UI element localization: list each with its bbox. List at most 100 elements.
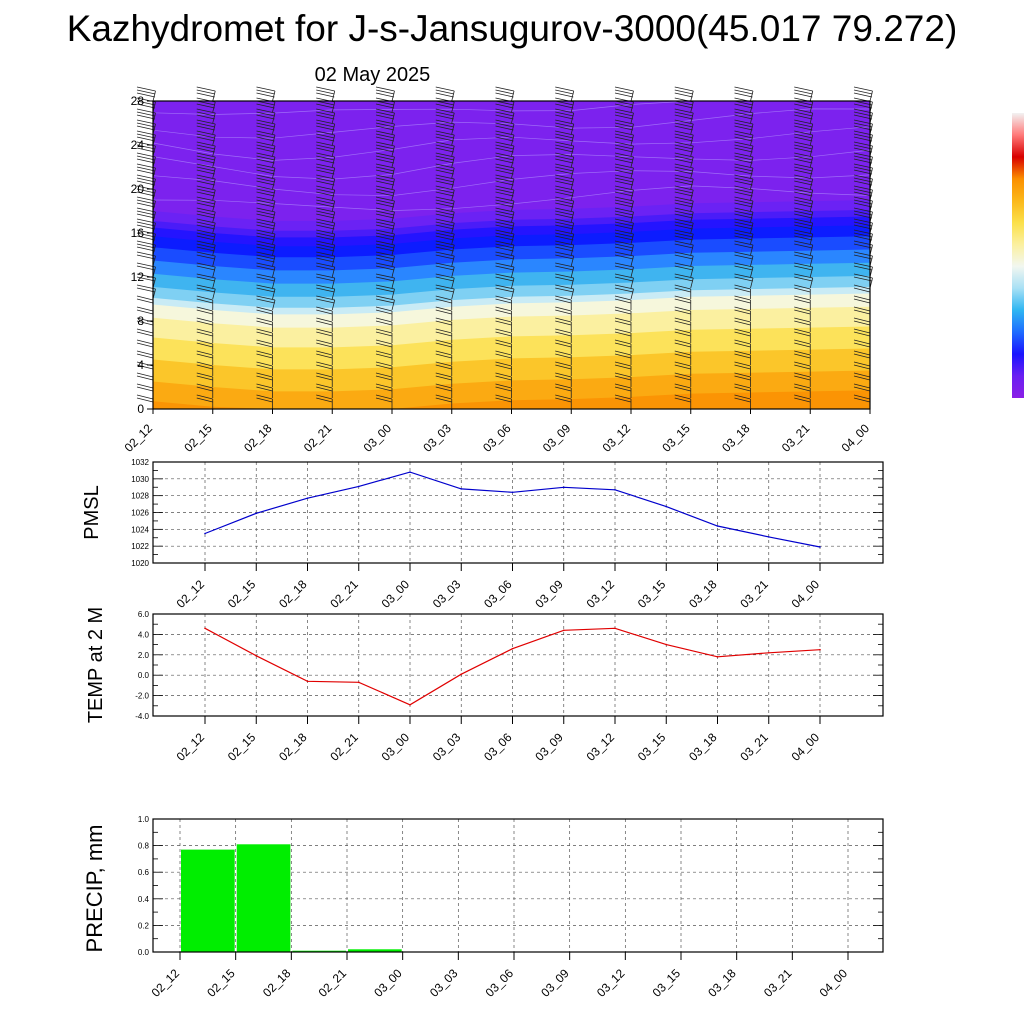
wind-barb-feather xyxy=(614,339,632,345)
wind-barb-feather xyxy=(853,386,871,392)
wind-barb-feather xyxy=(794,147,813,153)
heatmap-x-tick-label: 03_12 xyxy=(600,421,634,455)
temp-y-tick-label: -4.0 xyxy=(135,712,149,721)
wind-barb xyxy=(212,255,216,267)
wind-barb-feather xyxy=(256,144,275,150)
heatmap-y-tick-label: 28 xyxy=(131,94,145,108)
wind-barb-feather xyxy=(614,92,634,98)
wind-barb xyxy=(511,244,515,256)
wind-barb-feather xyxy=(614,243,634,249)
wind-barb-feather xyxy=(674,320,691,326)
wind-barb-feather xyxy=(853,383,871,389)
wind-barb-feather xyxy=(734,328,751,334)
wind-barb-feather xyxy=(316,240,335,246)
wind-barb-feather xyxy=(853,375,871,381)
wind-barb-feather xyxy=(794,158,813,164)
wind-barb-feather xyxy=(555,92,574,98)
wind-barb-feather xyxy=(435,254,455,260)
wind-barb-feather xyxy=(196,119,216,125)
wind-barb-feather xyxy=(614,210,634,216)
wind-barb-feather xyxy=(256,163,276,169)
wind-barb-feather xyxy=(435,213,454,219)
pmsl-point xyxy=(614,488,616,491)
wind-barb xyxy=(750,266,754,278)
wind-barb-feather xyxy=(674,342,691,348)
wind-barb-feather xyxy=(196,86,216,92)
wind-barb xyxy=(511,277,515,289)
wind-barb-feather xyxy=(853,166,873,172)
wind-barb-feather xyxy=(853,372,871,378)
wind-barb-feather xyxy=(614,287,634,293)
wind-barb-feather xyxy=(435,169,454,175)
wind-barb-feather xyxy=(674,218,694,224)
wind-barb-feather xyxy=(555,114,574,120)
wind-barb-feather xyxy=(794,339,811,345)
wind-barb-feather xyxy=(256,141,276,147)
wind-barb-feather xyxy=(555,89,574,95)
wind-barb-feather xyxy=(495,163,515,169)
wind-barb-feather xyxy=(734,125,753,131)
wind-barb-feather xyxy=(794,298,811,304)
wind-barb-feather xyxy=(435,246,454,252)
temp-point xyxy=(819,648,821,651)
wind-barb xyxy=(630,167,634,179)
wind-barb-feather xyxy=(853,394,871,400)
pmsl-x-tick-label: 03_03 xyxy=(430,577,464,611)
wind-barb-feather xyxy=(375,287,395,293)
wind-barb-feather xyxy=(734,276,753,282)
wind-barb-feather xyxy=(435,218,455,224)
wind-barb-feather xyxy=(495,350,512,356)
wind-barb-feather xyxy=(853,276,873,282)
wind-barb-feather xyxy=(316,394,333,400)
precip-x-tick-label: 02_15 xyxy=(204,966,238,1000)
wind-barb-feather xyxy=(853,133,873,139)
wind-barb-feather xyxy=(435,295,452,301)
wind-barb xyxy=(212,222,216,234)
wind-barb xyxy=(272,101,276,113)
wind-barb-feather xyxy=(794,111,813,117)
wind-barb-feather xyxy=(495,235,514,241)
wind-barb-feather xyxy=(555,166,574,172)
wind-barb-feather xyxy=(614,306,632,312)
wind-barb-feather xyxy=(674,89,694,95)
wind-barb-feather xyxy=(794,224,813,230)
wind-barb-feather xyxy=(316,243,335,249)
wind-barb-feather xyxy=(435,166,455,172)
wind-barb-feather xyxy=(435,89,455,95)
wind-barb-feather xyxy=(794,169,813,175)
wind-barb-feather xyxy=(794,331,811,337)
wind-barb-feather xyxy=(316,328,333,334)
wind-barb-feather xyxy=(734,372,751,378)
wind-barb xyxy=(331,233,336,245)
wind-barb xyxy=(690,167,694,179)
wind-barb-feather xyxy=(734,141,754,147)
wind-barb-feather xyxy=(375,218,395,224)
wind-barb-feather xyxy=(674,114,693,120)
wind-barb xyxy=(511,101,515,113)
wind-barb-feather xyxy=(853,235,873,241)
wind-barb-feather xyxy=(435,152,455,158)
wind-barb-feather xyxy=(435,125,454,131)
wind-barb-feather xyxy=(196,243,216,249)
wind-barb-feather xyxy=(316,317,333,323)
wind-barb-feather xyxy=(495,295,512,301)
pmsl-point xyxy=(562,486,565,489)
wind-barb-feather xyxy=(555,394,572,400)
pmsl-point xyxy=(306,497,309,499)
wind-barb-feather xyxy=(794,350,811,356)
wind-barb-feather xyxy=(734,119,754,125)
wind-barb-feather xyxy=(555,328,572,334)
wind-barb-feather xyxy=(256,207,276,213)
temp-y-tick-label: 4.0 xyxy=(138,630,150,639)
wind-barb-feather xyxy=(316,125,335,131)
wind-barb-feather xyxy=(674,155,694,161)
wind-barb-feather xyxy=(555,177,574,183)
wind-barb-feather xyxy=(196,111,216,117)
wind-barb-feather xyxy=(674,375,691,381)
precip-bar xyxy=(236,844,291,952)
wind-barb-feather xyxy=(435,191,454,197)
wind-barb-feather xyxy=(794,152,813,158)
wind-barb-feather xyxy=(196,361,213,367)
wind-barb-feather xyxy=(256,158,275,164)
